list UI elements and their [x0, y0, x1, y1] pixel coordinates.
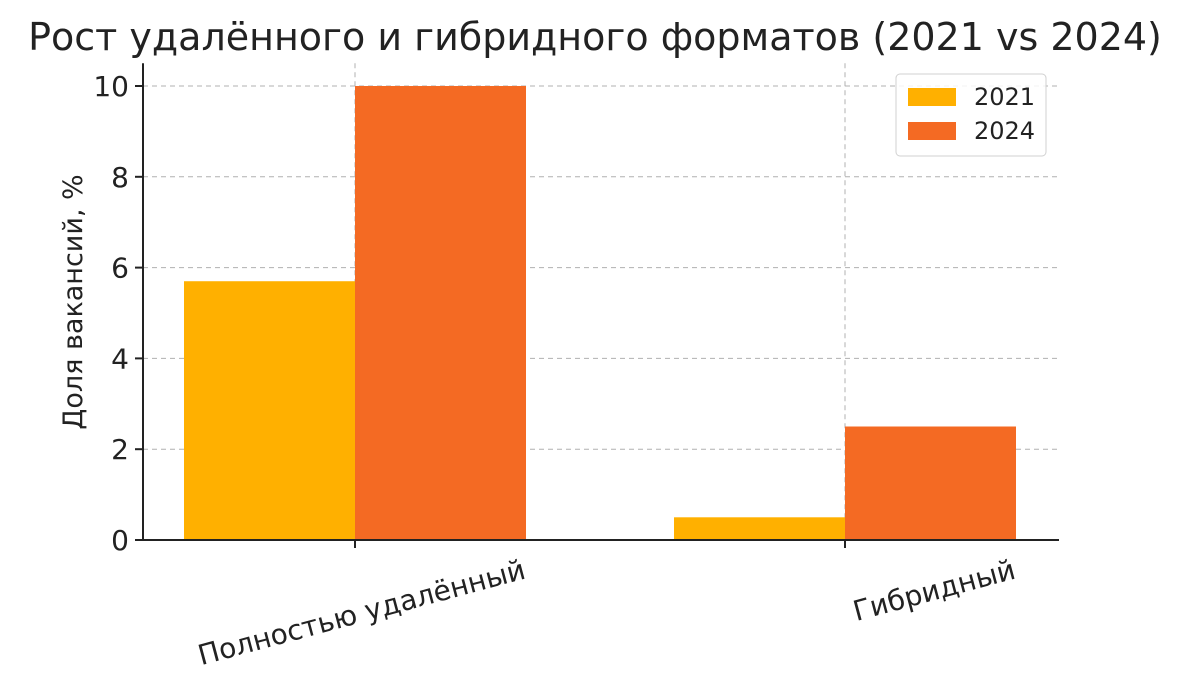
legend-swatch-2021	[908, 88, 956, 106]
bar-2024-1	[845, 426, 1016, 540]
y-axis-label: Доля вакансий, %	[58, 174, 89, 429]
y-tick-label-5: 10	[93, 70, 129, 103]
y-tick-label-3: 6	[111, 252, 129, 285]
bars	[184, 86, 1016, 540]
bar-2021-0	[184, 281, 355, 540]
y-tick-label-0: 0	[111, 524, 129, 557]
x-category-labels: Полностью удалённый Гибридный	[194, 553, 1018, 672]
chart-title: Рост удалённого и гибридного форматов (2…	[28, 15, 1162, 59]
y-ticks: 0 2 4 6 8 10	[93, 70, 846, 557]
legend: 2021 2024	[895, 73, 1047, 157]
legend-swatch-2024	[908, 122, 956, 140]
bar-2024-0	[355, 86, 526, 540]
y-tick-label-4: 8	[111, 161, 129, 194]
bar-2021-1	[674, 517, 845, 540]
legend-label-2024: 2024	[974, 117, 1035, 145]
y-tick-label-1: 2	[111, 433, 129, 466]
x-category-label-1: Гибридный	[849, 553, 1018, 628]
axes	[142, 63, 1059, 541]
y-tick-label-2: 4	[111, 342, 129, 375]
x-category-label-0: Полностью удалённый	[194, 553, 528, 672]
legend-label-2021: 2021	[974, 83, 1035, 111]
